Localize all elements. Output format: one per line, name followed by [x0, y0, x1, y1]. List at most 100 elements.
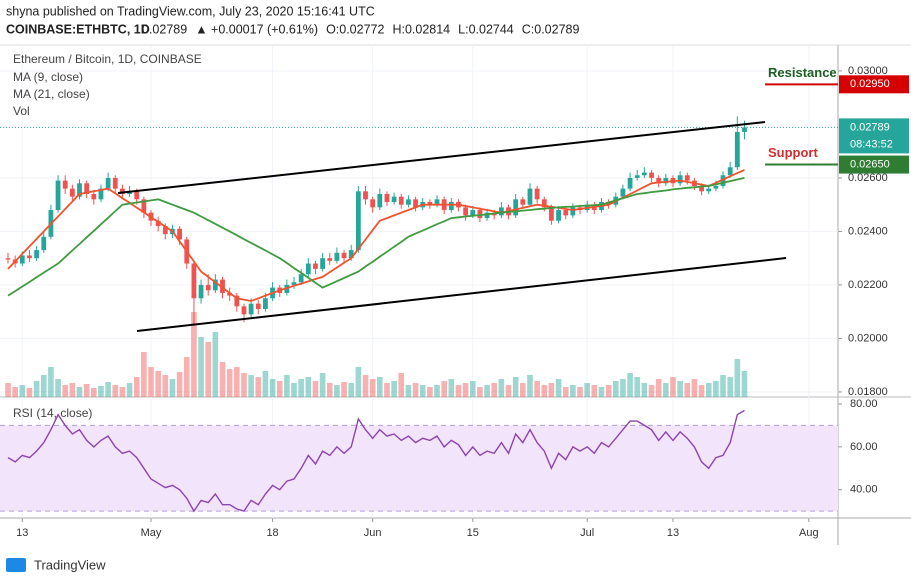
volume-bar [577, 387, 583, 397]
annotation-box [839, 75, 909, 94]
candle-body [298, 274, 304, 283]
volume-bar [183, 357, 190, 397]
candle-body [112, 177, 118, 189]
volume-bar [169, 379, 176, 397]
candle-body [334, 252, 340, 261]
volume-bar [19, 385, 26, 397]
candle-body [291, 282, 297, 285]
candle-body [570, 207, 576, 216]
countdown: 08:43:52 [850, 138, 893, 150]
legend-ma21: MA (21, close) [13, 87, 90, 101]
volume-bar [48, 367, 54, 397]
candle-body [41, 236, 47, 251]
volume-bar [398, 373, 405, 397]
quote-item: ▲ +0.00017 (+0.61%) [195, 22, 318, 36]
candle-body [305, 263, 311, 275]
volume-bar [734, 359, 741, 397]
volume-bar [62, 385, 69, 397]
rsi-tick-label: 80.00 [850, 398, 878, 410]
candle-body [470, 210, 476, 216]
chart-title: Ethereum / Bitcoin, 1D, COINBASE [13, 52, 202, 66]
volume-bar [126, 383, 133, 397]
volume-bar [348, 383, 355, 397]
x-tick-label: Jul [580, 527, 594, 539]
volume-bar [191, 312, 197, 397]
volume-bar [419, 385, 426, 397]
x-tick-label: Jun [364, 527, 382, 539]
volume-bar [684, 383, 691, 397]
y-tick-label: 0.01800 [848, 386, 888, 398]
volume-bar [291, 383, 297, 397]
volume-bar [498, 379, 505, 397]
candle-body [541, 199, 547, 208]
candle-body [348, 250, 354, 259]
volume-bar [641, 383, 648, 397]
x-tick-label: 15 [467, 527, 479, 539]
volume-bar [198, 337, 204, 397]
candle-body [162, 226, 168, 235]
rsi-line [7, 409, 745, 513]
candle-body [620, 188, 626, 197]
volume-bar [91, 388, 97, 397]
candle-body [391, 196, 397, 203]
volume-bar [248, 375, 254, 397]
volume-bar [312, 381, 319, 397]
candle-body [341, 252, 347, 259]
volume-bar [262, 371, 269, 397]
volume-bar [276, 381, 283, 397]
candle-body [448, 202, 454, 211]
candle-body [134, 191, 140, 200]
volume-bar [305, 377, 312, 397]
candle-body [463, 207, 469, 216]
volume-bar [112, 385, 119, 397]
volume-bar [391, 381, 397, 397]
rsi-band [0, 425, 838, 512]
candle-body [477, 210, 483, 219]
candle-body [120, 188, 125, 194]
volume-bar [219, 362, 226, 397]
annotation-value: 0.02950 [850, 78, 890, 90]
volume-bar [427, 387, 433, 397]
candle-body [327, 258, 333, 261]
quote-item: L:0.02744 [458, 22, 514, 36]
quote-item: C:0.02789 [522, 22, 580, 36]
x-tick-label: 13 [16, 527, 28, 539]
candle-body [398, 196, 404, 205]
volume-bar [141, 352, 147, 397]
volume-bar [5, 383, 11, 397]
candle-body [434, 199, 440, 205]
volume-bar [713, 381, 719, 397]
candle-body [634, 175, 640, 178]
candle-body [227, 292, 233, 296]
volume-bar [541, 385, 548, 397]
candle-body [720, 175, 726, 186]
candle-body [663, 177, 669, 184]
volume-bar [269, 379, 276, 397]
candle-body [527, 188, 533, 205]
volume-bar [677, 381, 683, 397]
volume-bar [133, 377, 140, 397]
volume-bar [663, 383, 669, 397]
footer-brand: TradingView [34, 557, 106, 572]
candle-body [198, 284, 204, 299]
logo-icon [6, 558, 26, 572]
volume-bar [319, 373, 326, 397]
candle-body [27, 255, 32, 259]
volume-bar [341, 382, 347, 397]
volume-bar [434, 385, 440, 397]
candle-body [91, 193, 97, 200]
x-tick-label: 13 [667, 527, 679, 539]
candle-body [649, 172, 654, 178]
candle-body [713, 185, 719, 189]
candle-body [513, 199, 519, 216]
candle-body [62, 180, 68, 189]
candle-body [563, 210, 569, 216]
candle-body [727, 167, 733, 176]
volume-bar [405, 385, 412, 397]
volume-bar [33, 381, 40, 397]
candle-body [5, 258, 11, 260]
candle-body [377, 193, 383, 208]
candle-body [34, 250, 40, 259]
candle-body [313, 263, 318, 269]
candle-body [141, 199, 147, 213]
